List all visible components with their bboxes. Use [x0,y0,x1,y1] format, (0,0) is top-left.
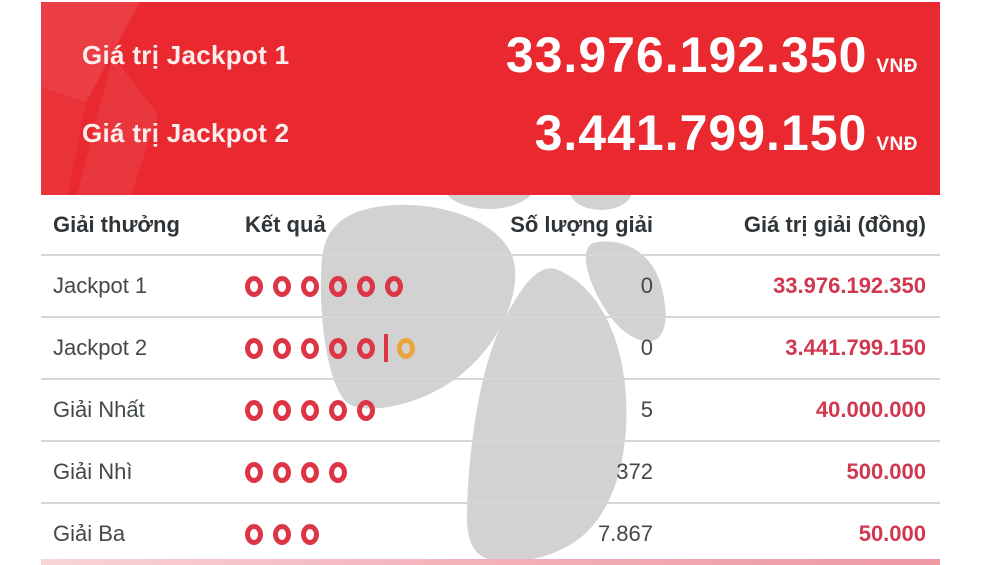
result-masked-numbers [245,334,500,362]
prize-name: Giải Nhất [53,397,145,422]
masked-number-circle [301,275,319,297]
masked-number-circle [329,461,347,483]
next-section-clipped-strip [41,559,940,565]
column-header-count: Số lượng giải [510,211,653,237]
prize-name: Giải Ba [53,521,126,546]
jackpot2-row: Giá trị Jackpot 2 3.441.799.150 VNĐ [82,94,918,172]
masked-number-circle [273,275,291,297]
masked-number-circle [245,523,263,545]
prize-count: 7.867 [597,521,653,546]
jackpot2-value: 3.441.799.150 [534,105,868,161]
masked-number-circle [245,337,263,359]
jackpot2-label: Giá trị Jackpot 2 [82,117,290,148]
jackpot1-currency: VNĐ [876,56,918,77]
table-row: Giải Nhì 372 500.000 [41,442,940,504]
table-row: Giải Ba 7.867 50.000 [41,504,940,565]
masked-number-circle [301,523,319,545]
table-row: Jackpot 2 0 3.441.799.150 [41,318,940,380]
jackpot-banner: Giá trị Jackpot 1 33.976.192.350 VNĐ Giá… [41,2,940,195]
jackpot2-value-group: 3.441.799.150 VNĐ [535,104,918,162]
jackpot1-row: Giá trị Jackpot 1 33.976.192.350 VNĐ [82,16,918,94]
masked-number-circle [357,337,375,359]
masked-number-circle [273,523,291,545]
masked-number-circle [385,275,403,297]
masked-number-circle [273,461,291,483]
column-header-prize: Giải thưởng [53,211,180,237]
masked-special-number-circle [397,337,415,359]
prize-table-header: Giải thưởng Kết quả Số lượng giải Giá tr… [41,195,940,256]
jackpot1-value: 33.976.192.350 [505,27,868,83]
jackpot1-label: Giá trị Jackpot 1 [82,39,290,70]
prize-value: 40.000.000 [815,397,926,422]
masked-number-circle [245,461,263,483]
column-header-result: Kết quả [245,211,326,237]
prize-value: 33.976.192.350 [773,273,926,298]
masked-number-circle [273,399,291,421]
prize-count: 372 [616,459,653,484]
prize-value: 50.000 [858,521,926,546]
prize-name: Giải Nhì [53,459,133,484]
masked-number-circle [301,399,319,421]
prize-count: 5 [640,397,653,422]
result-separator-bar [384,334,388,362]
masked-number-circle [329,337,347,359]
prize-count: 0 [640,273,653,298]
masked-number-circle [245,399,263,421]
masked-number-circle [301,461,319,483]
masked-number-circle [329,399,347,421]
result-masked-numbers [245,399,500,421]
column-header-value: Giá trị giải (đồng) [743,211,926,237]
table-row: Jackpot 1 0 33.976.192.350 [41,256,940,318]
result-masked-numbers [245,461,500,483]
masked-number-circle [245,275,263,297]
masked-number-circle [357,399,375,421]
result-masked-numbers [245,275,500,297]
result-masked-numbers [245,523,500,545]
table-row: Giải Nhất 5 40.000.000 [41,380,940,442]
prize-value: 500.000 [846,459,926,484]
prize-value: 3.441.799.150 [785,335,926,360]
masked-number-circle [273,337,291,359]
prize-name: Jackpot 1 [53,273,148,298]
jackpot2-currency: VNĐ [876,134,918,155]
prize-name: Jackpot 2 [53,335,148,360]
prize-count: 0 [640,335,653,360]
prize-table: Giải thưởng Kết quả Số lượng giải Giá tr… [41,195,940,565]
masked-number-circle [357,275,375,297]
masked-number-circle [301,337,319,359]
jackpot1-value-group: 33.976.192.350 VNĐ [506,26,918,84]
masked-number-circle [329,275,347,297]
prize-table-body: Jackpot 1 0 33.976.192.350 Jackpot 2 0 3.441.… [41,256,940,565]
